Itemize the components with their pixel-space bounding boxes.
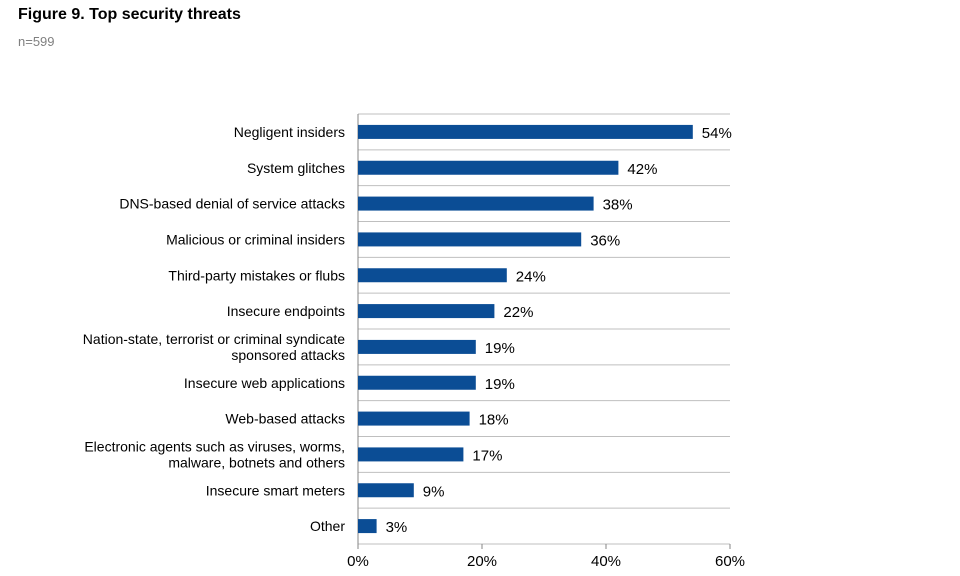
value-label: 24% [516,268,546,285]
category-label: Insecure web applications [184,375,345,391]
bar [358,232,582,247]
value-label: 22% [503,304,533,321]
x-tick-label: 0% [347,553,369,570]
value-label: 42% [627,161,657,178]
chart-subtitle: n=599 [18,34,55,49]
category-label: sponsored attacks [231,347,345,363]
chart-title: Figure 9. Top security threats [18,6,241,23]
value-label: 19% [485,376,515,393]
x-tick-label: 20% [467,553,497,570]
bar [358,519,377,534]
category-label: System glitches [247,160,345,176]
category-label: Third-party mistakes or flubs [168,267,345,283]
category-label: Insecure endpoints [227,303,345,319]
category-label: Negligent insiders [234,124,345,140]
value-label: 18% [479,412,509,429]
value-label: 9% [423,483,445,500]
bar [358,411,470,426]
bar [358,447,464,462]
category-label: Web-based attacks [225,411,345,427]
value-label: 38% [603,197,633,214]
category-label: Electronic agents such as viruses, worms… [84,438,345,454]
x-tick-label: 60% [715,553,745,570]
bar [358,124,693,139]
category-label: Nation-state, terrorist or criminal synd… [83,331,345,347]
bar [358,375,476,390]
bar [358,160,619,175]
value-label: 36% [590,232,620,249]
bar [358,196,594,211]
category-label: Other [310,518,345,534]
category-label: DNS-based denial of service attacks [119,196,345,212]
value-label: 19% [485,340,515,357]
category-label: malware, botnets and others [168,454,345,470]
bar [358,339,476,354]
value-label: 54% [702,125,732,142]
value-label: 17% [472,447,502,464]
bar [358,268,507,283]
category-label: Insecure smart meters [206,482,345,498]
x-tick-label: 40% [591,553,621,570]
bar [358,483,414,498]
value-label: 3% [386,519,408,536]
bar [358,304,495,319]
category-label: Malicious or criminal insiders [166,231,345,247]
